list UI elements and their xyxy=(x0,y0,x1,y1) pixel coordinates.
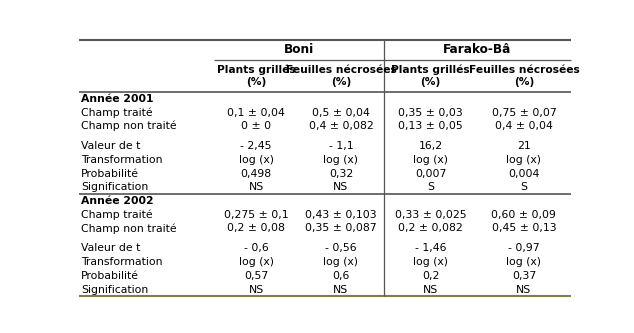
Text: NS: NS xyxy=(249,182,264,192)
Text: log (x): log (x) xyxy=(238,155,274,165)
Text: NS: NS xyxy=(516,284,531,294)
Text: 0,35 ± 0,087: 0,35 ± 0,087 xyxy=(305,223,377,233)
Text: 0,13 ± 0,05: 0,13 ± 0,05 xyxy=(398,121,463,131)
Text: log (x): log (x) xyxy=(507,257,541,267)
Text: Valeur de t: Valeur de t xyxy=(81,243,141,253)
Text: 21: 21 xyxy=(517,141,531,151)
Text: - 1,1: - 1,1 xyxy=(328,141,353,151)
Text: log (x): log (x) xyxy=(413,155,448,165)
Text: 0,004: 0,004 xyxy=(508,168,540,178)
Text: Champ traité: Champ traité xyxy=(81,209,153,220)
Text: Probabilité: Probabilité xyxy=(81,271,139,281)
Text: 0,4 ± 0,082: 0,4 ± 0,082 xyxy=(309,121,373,131)
Text: - 1,46: - 1,46 xyxy=(415,243,446,253)
Text: 0,43 ± 0,103: 0,43 ± 0,103 xyxy=(305,210,377,220)
Text: NS: NS xyxy=(423,284,438,294)
Text: Probabilité: Probabilité xyxy=(81,168,139,178)
Text: NS: NS xyxy=(333,182,349,192)
Text: Valeur de t: Valeur de t xyxy=(81,141,141,151)
Text: Champ traité: Champ traité xyxy=(81,107,153,118)
Text: 0,6: 0,6 xyxy=(332,271,349,281)
Text: 0,35 ± 0,03: 0,35 ± 0,03 xyxy=(398,108,463,118)
Text: 0,498: 0,498 xyxy=(240,168,272,178)
Text: 0,275 ± 0,1: 0,275 ± 0,1 xyxy=(224,210,288,220)
Text: Signification: Signification xyxy=(81,284,148,294)
Text: NS: NS xyxy=(333,284,349,294)
Text: Plants grillés
(%): Plants grillés (%) xyxy=(217,65,295,87)
Text: 0,2 ± 0,082: 0,2 ± 0,082 xyxy=(398,223,463,233)
Text: Boni: Boni xyxy=(284,43,314,56)
Text: Transformation: Transformation xyxy=(81,155,163,165)
Text: Signification: Signification xyxy=(81,182,148,192)
Text: 0,5 ± 0,04: 0,5 ± 0,04 xyxy=(312,108,370,118)
Text: Transformation: Transformation xyxy=(81,257,163,267)
Text: Année 2001: Année 2001 xyxy=(81,94,153,104)
Text: 0,60 ± 0,09: 0,60 ± 0,09 xyxy=(491,210,557,220)
Text: 0,2 ± 0,08: 0,2 ± 0,08 xyxy=(227,223,285,233)
Text: 0,37: 0,37 xyxy=(512,271,536,281)
Text: log (x): log (x) xyxy=(323,257,358,267)
Text: Champ non traité: Champ non traité xyxy=(81,121,177,132)
Text: - 0,6: - 0,6 xyxy=(243,243,269,253)
Text: Plants grillés
(%): Plants grillés (%) xyxy=(391,65,470,87)
Text: 0,57: 0,57 xyxy=(244,271,268,281)
Text: NS: NS xyxy=(249,284,264,294)
Text: log (x): log (x) xyxy=(413,257,448,267)
Text: 16,2: 16,2 xyxy=(418,141,443,151)
Text: S: S xyxy=(521,182,527,192)
Text: Feuilles nécrosées
(%): Feuilles nécrosées (%) xyxy=(285,65,396,87)
Text: 0,45 ± 0,13: 0,45 ± 0,13 xyxy=(491,223,556,233)
Text: Farako-Bâ: Farako-Bâ xyxy=(443,43,512,56)
Text: log (x): log (x) xyxy=(323,155,358,165)
Text: 0,4 ± 0,04: 0,4 ± 0,04 xyxy=(495,121,553,131)
Text: - 2,45: - 2,45 xyxy=(240,141,272,151)
Text: S: S xyxy=(427,182,434,192)
Text: Champ non traité: Champ non traité xyxy=(81,223,177,234)
Text: log (x): log (x) xyxy=(238,257,274,267)
Text: Année 2002: Année 2002 xyxy=(81,196,154,206)
Text: log (x): log (x) xyxy=(507,155,541,165)
Text: 0,32: 0,32 xyxy=(329,168,353,178)
Text: 0,75 ± 0,07: 0,75 ± 0,07 xyxy=(491,108,556,118)
Text: 0 ± 0: 0 ± 0 xyxy=(241,121,271,131)
Text: 0,33 ± 0,025: 0,33 ± 0,025 xyxy=(395,210,467,220)
Text: - 0,97: - 0,97 xyxy=(508,243,540,253)
Text: 0,007: 0,007 xyxy=(415,168,446,178)
Text: 0,2: 0,2 xyxy=(422,271,439,281)
Text: 0,1 ± 0,04: 0,1 ± 0,04 xyxy=(227,108,285,118)
Text: - 0,56: - 0,56 xyxy=(325,243,357,253)
Text: Feuilles nécrosées
(%): Feuilles nécrosées (%) xyxy=(469,65,579,87)
